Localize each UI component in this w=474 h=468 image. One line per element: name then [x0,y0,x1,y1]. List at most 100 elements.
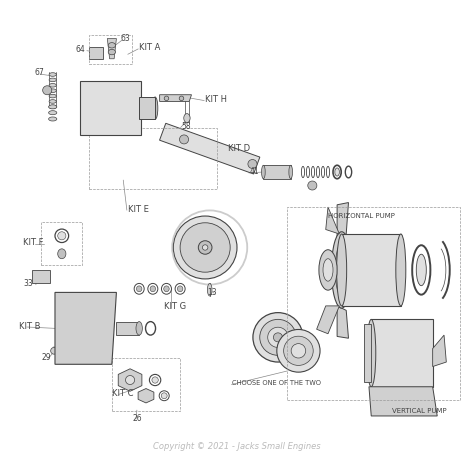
Ellipse shape [108,49,116,55]
Text: 67: 67 [35,68,44,77]
Polygon shape [139,97,155,119]
Text: 29: 29 [41,353,51,362]
Ellipse shape [90,336,97,343]
Bar [32,270,49,284]
Ellipse shape [108,43,116,48]
Ellipse shape [49,89,56,93]
Ellipse shape [308,181,317,190]
Bar [112,358,180,411]
Ellipse shape [289,165,292,179]
Ellipse shape [136,322,142,335]
Text: HORIZONTAL PUMP: HORIZONTAL PUMP [328,213,395,219]
Ellipse shape [49,110,57,115]
Ellipse shape [164,96,169,101]
Ellipse shape [43,86,52,95]
Ellipse shape [61,299,72,308]
Ellipse shape [164,286,169,292]
Ellipse shape [84,121,94,131]
Polygon shape [337,203,348,239]
Ellipse shape [90,327,97,334]
Text: 63: 63 [121,34,131,43]
Polygon shape [89,47,103,59]
Polygon shape [326,207,339,234]
Text: KIT C: KIT C [112,389,133,398]
Text: 13: 13 [208,288,217,297]
Ellipse shape [396,234,406,306]
Ellipse shape [49,94,56,98]
Polygon shape [160,123,260,174]
Ellipse shape [58,249,66,259]
Text: 41: 41 [250,168,259,176]
Bar [41,222,82,265]
Ellipse shape [93,323,103,333]
Ellipse shape [103,300,111,307]
Bar [89,35,132,64]
Text: Copyright © 2021 - Jacks Small Engines: Copyright © 2021 - Jacks Small Engines [153,442,321,451]
Polygon shape [264,165,291,179]
Polygon shape [365,324,371,382]
Ellipse shape [49,83,56,87]
Ellipse shape [111,110,120,119]
Polygon shape [107,38,117,59]
Ellipse shape [49,105,56,109]
Polygon shape [369,387,437,416]
Ellipse shape [260,319,296,355]
Ellipse shape [335,243,348,297]
Ellipse shape [367,319,376,387]
Ellipse shape [91,295,100,304]
Polygon shape [118,369,142,391]
Text: 26: 26 [132,414,142,423]
Polygon shape [342,234,401,306]
Ellipse shape [198,241,212,254]
Bar [287,207,460,400]
Text: 58: 58 [182,122,191,131]
Polygon shape [371,319,433,387]
Ellipse shape [72,324,80,332]
Ellipse shape [179,96,184,101]
Polygon shape [55,292,117,364]
Text: KIT E: KIT E [128,205,149,214]
Ellipse shape [331,232,352,308]
Ellipse shape [49,105,57,109]
Ellipse shape [132,99,141,117]
Polygon shape [433,335,447,366]
Ellipse shape [248,160,257,168]
Ellipse shape [49,73,56,76]
Text: KIT G: KIT G [164,302,186,311]
Ellipse shape [84,94,94,104]
Polygon shape [160,95,191,102]
Ellipse shape [291,344,306,358]
Ellipse shape [152,377,158,383]
Ellipse shape [137,97,142,119]
Text: KIT H: KIT H [205,95,227,104]
Ellipse shape [137,286,142,292]
Text: CHOOSE ONE OF THE TWO: CHOOSE ONE OF THE TWO [232,380,321,386]
Ellipse shape [51,347,57,354]
Text: KIT A: KIT A [139,43,161,52]
Ellipse shape [180,135,189,144]
Polygon shape [337,306,348,338]
Ellipse shape [161,393,167,399]
Text: 64: 64 [75,45,85,54]
Ellipse shape [277,329,320,372]
Ellipse shape [253,313,303,362]
Ellipse shape [273,333,283,342]
Ellipse shape [268,327,288,347]
Ellipse shape [49,100,56,103]
Text: KIT F: KIT F [23,239,44,248]
Polygon shape [317,306,339,334]
Ellipse shape [319,250,337,290]
Ellipse shape [126,375,135,385]
Ellipse shape [72,333,80,341]
Polygon shape [117,322,139,335]
Ellipse shape [72,315,80,323]
Text: KIT D: KIT D [228,144,250,153]
Bar [89,128,217,189]
Ellipse shape [90,318,97,325]
Ellipse shape [58,232,66,240]
Ellipse shape [262,165,265,179]
Ellipse shape [173,216,237,279]
Polygon shape [138,388,154,403]
Ellipse shape [184,114,190,123]
Ellipse shape [49,117,57,121]
